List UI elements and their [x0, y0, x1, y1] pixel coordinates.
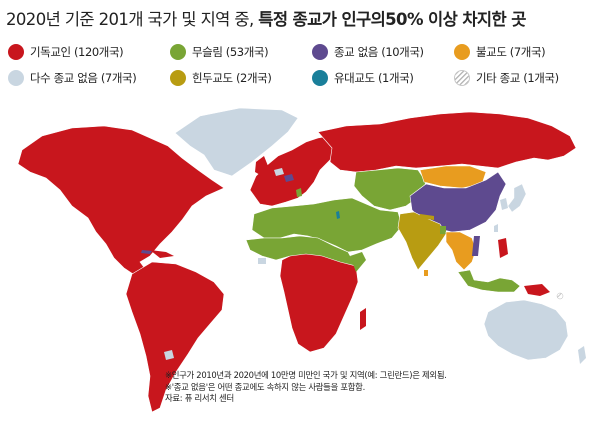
- europe-no-religion-region: [284, 174, 294, 182]
- uruguay-region: [164, 350, 174, 360]
- legend-item-buddhist: 불교도 (7개국): [454, 44, 546, 60]
- sri-lanka-region: [424, 270, 428, 276]
- world-map: [0, 96, 600, 422]
- legend-item-unaffiliated: 종교 없음 (10개국): [312, 44, 424, 60]
- papua-region: [524, 284, 550, 296]
- legend-label: 기독교인 (120개국): [30, 45, 124, 59]
- taiwan-region: [494, 224, 498, 232]
- legend-item-jewish: 유대교도 (1개국): [312, 70, 414, 86]
- se-asia-buddhist-region: [445, 231, 477, 271]
- legend-label: 무슬림 (53개국): [192, 45, 269, 59]
- legend-label: 불교도 (7개국): [476, 45, 546, 59]
- vietnam-region: [472, 236, 480, 256]
- south-america-region: [125, 261, 225, 413]
- legend-item-christian: 기독교인 (120개국): [8, 44, 124, 60]
- british-isles-region: [255, 156, 268, 176]
- christian-swatch-icon: [8, 44, 24, 60]
- jewish-swatch-icon: [312, 70, 328, 86]
- legend-label: 종교 없음 (10개국): [334, 45, 424, 59]
- map-title: 2020년 기준 201개 국가 및 지역 중, 특정 종교가 인구의50% 이…: [6, 6, 596, 30]
- other-religion-swatch-icon: [454, 70, 470, 86]
- japan-region: [507, 183, 527, 213]
- title-bold: 특정 종교가 인구의50% 이상 차지한 곳: [258, 10, 526, 29]
- no-majority-swatch-icon: [8, 70, 24, 86]
- footnote-2: ※'종교 없음'은 어떤 종교에도 속하지 않는 사람들을 포함함.: [165, 381, 365, 392]
- legend-item-other: 기타 종교 (1개국): [454, 70, 559, 86]
- russia-region: [317, 111, 577, 173]
- footnote-1: ※인구가 2010년과 2020년에 10만명 미만인 국가 및 지역(예: 그…: [165, 370, 447, 380]
- mena-region: [251, 197, 403, 253]
- legend-label: 힌두교도 (2개국): [192, 71, 272, 85]
- world-map-svg: [17, 107, 586, 413]
- legend-item-hindu: 힌두교도 (2개국): [170, 70, 272, 86]
- hindu-swatch-icon: [170, 70, 186, 86]
- sahel-region: [245, 235, 357, 267]
- legend-label: 유대교도 (1개국): [334, 71, 414, 85]
- australia-region: [483, 299, 569, 361]
- madagascar-region: [360, 308, 366, 330]
- israel-region: [336, 211, 340, 219]
- legend-label: 다수 종교 없음 (7개국): [30, 71, 137, 85]
- other-religion-region: [556, 292, 564, 300]
- legend-item-muslim: 무슬림 (53개국): [170, 44, 269, 60]
- title-normal: 2020년 기준 201개 국가 및 지역 중,: [6, 10, 259, 29]
- albania-muslim-region: [296, 188, 302, 197]
- caribbean-region: [150, 250, 174, 258]
- africa-south-region: [279, 251, 359, 353]
- unaffiliated-swatch-icon: [312, 44, 328, 60]
- north-america-region: [17, 125, 225, 287]
- south-korea-region: [500, 198, 508, 210]
- cuba-region: [141, 250, 152, 254]
- greenland-region: [174, 107, 299, 177]
- bangladesh-region: [440, 226, 446, 234]
- horn-of-africa-region: [350, 252, 366, 272]
- philippines-region: [498, 238, 508, 258]
- legend-label: 기타 종교 (1개국): [476, 71, 559, 85]
- west-africa-no-majority-region: [258, 258, 266, 264]
- muslim-swatch-icon: [170, 44, 186, 60]
- new-zealand-region: [578, 346, 586, 364]
- source-note: 자료: 퓨 리서치 센터: [165, 393, 234, 403]
- footnotes: ※인구가 2010년과 2020년에 10만명 미만인 국가 및 지역(예: 그…: [165, 370, 585, 405]
- europe-no-majority-region: [274, 168, 284, 176]
- legend-item-no-majority: 다수 종교 없음 (7개국): [8, 70, 137, 86]
- buddhist-swatch-icon: [454, 44, 470, 60]
- indonesia-region: [457, 269, 521, 293]
- nepal-region: [420, 214, 434, 220]
- legend: 기독교인 (120개국) 무슬림 (53개국) 종교 없음 (10개국) 불교도…: [8, 44, 598, 92]
